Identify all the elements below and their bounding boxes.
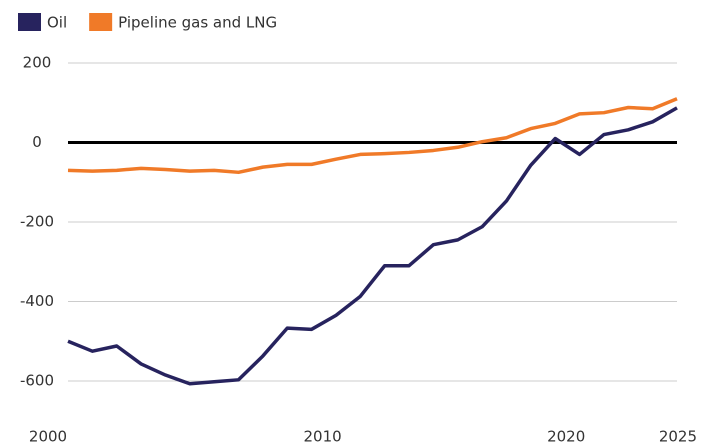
- x-tick-label: 2010: [304, 428, 342, 446]
- y-tick-label: 0: [32, 133, 42, 151]
- y-tick-label: -200: [20, 213, 54, 231]
- y-tick-label: -400: [20, 292, 54, 310]
- legend-swatch: [89, 13, 113, 31]
- x-tick-label: 2000: [29, 428, 67, 446]
- legend-label: Oil: [47, 14, 67, 32]
- series-line: [67, 97, 678, 175]
- y-tick-label: 200: [23, 54, 52, 72]
- x-tick-label: 2025: [659, 428, 697, 446]
- x-tick-label: 2020: [547, 428, 585, 446]
- y-tick-label: -600: [20, 372, 54, 390]
- legend-label: Pipeline gas and LNG: [118, 14, 277, 32]
- legend-swatch: [18, 13, 41, 31]
- series-line: [67, 106, 678, 386]
